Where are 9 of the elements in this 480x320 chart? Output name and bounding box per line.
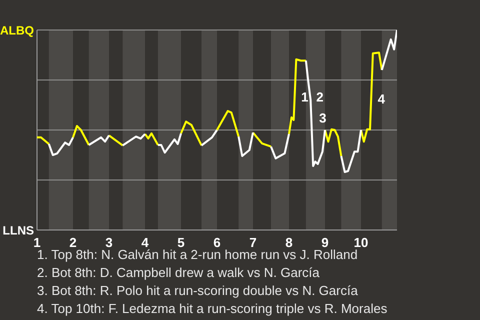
text: 2. Bot 8th: D. Campbell drew a walk vs N. García (37, 264, 320, 282)
annotation: 2 (316, 90, 324, 105)
annotation: 1 (301, 90, 308, 105)
text: ALBQ (0, 23, 34, 38)
text: 4. Top 10th: F. Ledezma hit a run-scoring triple vs R. Morales (37, 300, 388, 318)
text: 3. Bot 8th: R. Polo hit a run-scoring double vs N. García (37, 282, 359, 300)
annotation: 4 (378, 92, 386, 107)
text: LLNS (2, 223, 34, 238)
annotation: 3 (319, 110, 326, 126)
